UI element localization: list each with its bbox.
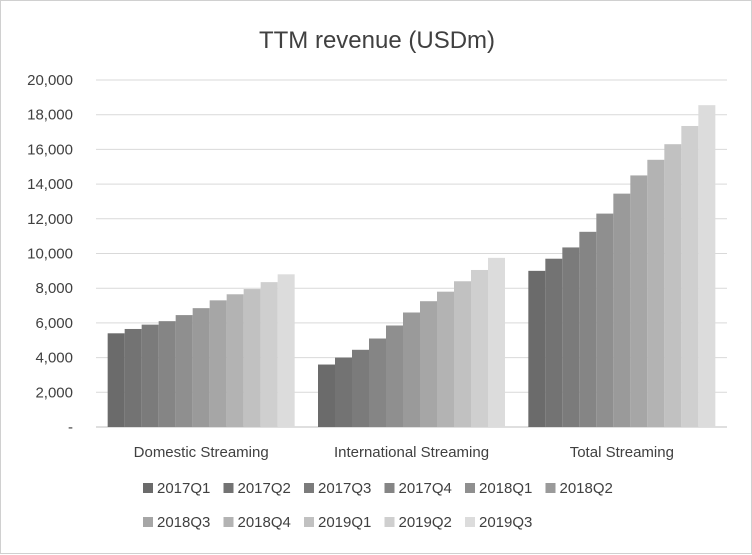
legend-swatch xyxy=(545,483,556,493)
legend-label: 2018Q4 xyxy=(238,514,291,531)
bar xyxy=(124,328,142,427)
legend-label: 2019Q1 xyxy=(318,514,371,531)
legend-label: 2018Q2 xyxy=(560,480,613,497)
bar xyxy=(141,324,159,427)
legend-label: 2018Q3 xyxy=(157,514,210,531)
legend-swatch xyxy=(304,483,314,493)
y-tick-label: 6,000 xyxy=(35,315,73,332)
y-tick-label: 4,000 xyxy=(35,350,73,367)
bar xyxy=(243,289,261,427)
bar xyxy=(647,159,665,427)
bar xyxy=(579,231,597,427)
bar xyxy=(175,315,193,427)
bar xyxy=(437,291,454,427)
y-tick-label: 18,000 xyxy=(27,107,73,124)
bar xyxy=(420,301,437,427)
legend-label: 2017Q2 xyxy=(238,480,291,497)
bar xyxy=(158,321,176,427)
y-tick-label: 10,000 xyxy=(27,246,73,263)
y-tick-label: 2,000 xyxy=(35,384,73,401)
bar xyxy=(226,294,244,427)
x-category-label: Total Streaming xyxy=(570,444,674,461)
bar xyxy=(209,300,227,427)
legend-swatch xyxy=(384,517,395,527)
bar xyxy=(562,247,580,427)
bar xyxy=(454,281,471,427)
bar xyxy=(403,312,420,427)
y-tick-label: 12,000 xyxy=(27,211,73,228)
legend-label: 2017Q1 xyxy=(157,480,210,497)
y-tick-label: 16,000 xyxy=(27,141,73,158)
legend-swatch xyxy=(384,483,395,493)
bar xyxy=(260,282,278,427)
legend-label: 2019Q2 xyxy=(399,514,452,531)
legend-label: 2017Q4 xyxy=(399,480,452,497)
bar xyxy=(369,338,386,427)
bar xyxy=(192,308,210,427)
legend-label: 2019Q3 xyxy=(479,514,532,531)
legend: 2017Q1 2017Q2 2017Q3 2017Q4 2018Q1 2018Q2 2018… xyxy=(143,480,613,531)
legend-swatch xyxy=(143,517,153,527)
bar xyxy=(545,258,563,427)
bar xyxy=(277,274,295,427)
legend-swatch xyxy=(304,517,314,527)
legend-swatch xyxy=(223,483,234,493)
bar xyxy=(335,357,352,427)
bar xyxy=(630,175,648,427)
bar xyxy=(613,193,631,427)
bar xyxy=(528,270,546,427)
bar xyxy=(471,269,488,427)
bar xyxy=(318,364,335,427)
y-tick-label: 14,000 xyxy=(27,176,73,193)
y-tick-label: 20,000 xyxy=(27,72,73,89)
legend-swatch xyxy=(223,517,234,527)
x-category-label: International Streaming xyxy=(334,444,489,461)
bars xyxy=(107,105,716,427)
bar xyxy=(698,105,716,427)
legend-label: 2018Q1 xyxy=(479,480,532,497)
bar xyxy=(352,349,369,427)
bar xyxy=(107,333,125,427)
y-tick-label: - xyxy=(68,419,73,436)
bar xyxy=(386,325,403,427)
bar xyxy=(664,144,682,427)
x-axis: Domestic Streaming International Streamin… xyxy=(134,444,674,461)
legend-label: 2017Q3 xyxy=(318,480,371,497)
x-category-label: Domestic Streaming xyxy=(134,444,269,461)
bar xyxy=(681,125,699,427)
legend-swatch xyxy=(465,483,475,493)
legend-swatch xyxy=(143,483,153,493)
bar xyxy=(488,257,505,427)
y-axis: - 2,000 4,000 6,000 8,000 10,000 12,000 14,000 1… xyxy=(27,72,73,436)
y-tick-label: 8,000 xyxy=(35,280,73,297)
legend-swatch xyxy=(465,517,475,527)
chart-title: TTM revenue (USDm) xyxy=(259,27,495,54)
bar xyxy=(596,213,614,427)
